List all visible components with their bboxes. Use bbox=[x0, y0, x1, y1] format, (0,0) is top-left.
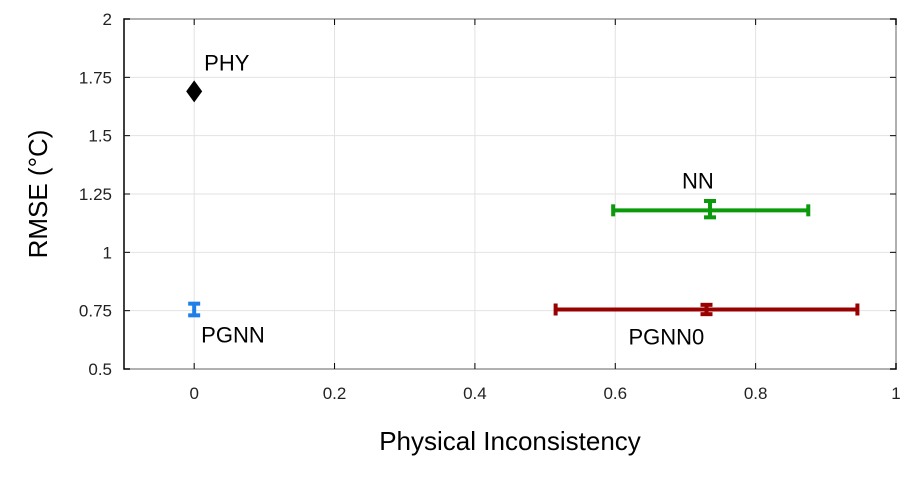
y-tick-label: 1.25 bbox=[79, 185, 112, 204]
y-tick-label: 1.5 bbox=[88, 127, 112, 146]
x-tick-label: 0.2 bbox=[323, 384, 347, 403]
y-axis-title: RMSE (°C) bbox=[23, 130, 53, 259]
point-label-pgnn0: PGNN0 bbox=[629, 325, 705, 350]
x-tick-label: 0.8 bbox=[744, 384, 768, 403]
data-marks: PHY NN PGNN PGNN0 bbox=[186, 50, 860, 350]
x-tick-label: 0.4 bbox=[463, 384, 487, 403]
point-phy bbox=[186, 80, 203, 103]
point-label-pgnn: PGNN bbox=[201, 322, 265, 347]
y-tick-label: 1 bbox=[103, 243, 112, 262]
point-label-nn: NN bbox=[682, 168, 714, 193]
y-tick-label: 0.5 bbox=[88, 360, 112, 379]
x-axis-title: Physical Inconsistency bbox=[379, 426, 641, 456]
y-ticks: 0.5 0.75 1 1.25 1.5 1.75 2 bbox=[79, 10, 896, 379]
x-tick-label: 0 bbox=[189, 384, 198, 403]
point-label-phy: PHY bbox=[204, 50, 250, 75]
series-phy: PHY bbox=[186, 50, 250, 103]
y-tick-label: 0.75 bbox=[79, 302, 112, 321]
series-nn: NN bbox=[611, 168, 811, 220]
series-pgnn0: PGNN0 bbox=[553, 302, 860, 350]
x-tick-label: 0.6 bbox=[603, 384, 627, 403]
series-pgnn: PGNN bbox=[188, 301, 265, 347]
y-tick-label: 1.75 bbox=[79, 68, 112, 87]
y-tick-label: 2 bbox=[103, 10, 112, 29]
x-ticks: 0 0.2 0.4 0.6 0.8 1 bbox=[189, 19, 901, 403]
x-tick-label: 1 bbox=[891, 384, 900, 403]
